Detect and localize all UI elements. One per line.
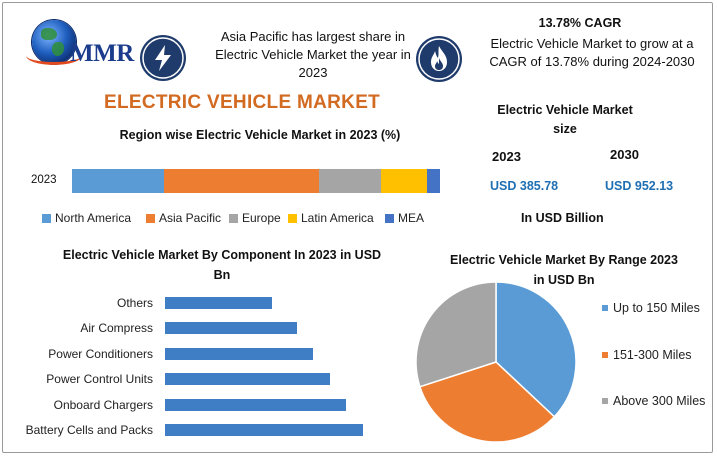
legend-swatch: [229, 214, 238, 223]
component-bar-label: Onboard Chargers: [53, 397, 153, 412]
region-bar-segment-north-america: [72, 169, 164, 193]
cagr-statement: Electric Vehicle Market to grow at a CAG…: [489, 36, 695, 69]
region-bar-segment-europe: [318, 169, 382, 193]
legend-item: Europe: [229, 211, 281, 225]
main-title: ELECTRIC VEHICLE MARKET: [104, 92, 381, 113]
legend-label: Latin America: [301, 211, 374, 225]
pie-legend-swatch: [602, 305, 608, 311]
component-chart-title: Electric Vehicle Market By Component In …: [62, 248, 382, 282]
pie-legend-item: Above 300 Miles: [602, 393, 707, 410]
legend-swatch: [385, 214, 394, 223]
pie-legend-label: Above 300 Miles: [613, 394, 706, 408]
share-statement: Asia Pacific has largest share in Electr…: [215, 29, 411, 80]
component-bar: [165, 424, 363, 436]
component-bar: [165, 322, 297, 335]
globe-land-shape: [41, 28, 57, 40]
flame-icon: [416, 36, 462, 82]
legend-item: North America: [42, 211, 131, 225]
market-size-year-2023: 2023: [492, 149, 521, 164]
range-chart-title: Electric Vehicle Market By Range 2023 in…: [450, 253, 678, 287]
component-bar-label: Air Compress: [80, 321, 153, 336]
range-pie-chart: [415, 281, 577, 443]
region-chart-category-label: 2023: [31, 174, 57, 186]
pie-legend-item: Up to 150 Miles: [602, 300, 707, 317]
pie-slice: [495, 281, 577, 418]
legend-label: Asia Pacific: [159, 211, 222, 225]
market-size-year-2030: 2030: [610, 147, 639, 162]
legend-label: Europe: [242, 211, 281, 225]
market-size-value-2030: USD 952.13: [605, 179, 674, 193]
lightning-bolt-icon: [140, 35, 186, 81]
infographic-frame: [2, 2, 713, 453]
pie-legend-swatch: [602, 352, 608, 358]
market-size-value-2023: USD 385.78: [490, 179, 559, 193]
pie-legend-item: 151-300 Miles: [602, 347, 707, 364]
pie-legend-label: Up to 150 Miles: [613, 301, 700, 315]
pie-legend-label: 151-300 Miles: [613, 348, 692, 362]
pie-legend-swatch: [602, 398, 608, 404]
component-bar: [165, 373, 330, 386]
component-bar-label: Power Control Units: [46, 372, 153, 387]
component-bar: [165, 398, 346, 411]
legend-item: MEA: [385, 211, 424, 225]
legend-label: North America: [55, 211, 132, 225]
market-size-unit: In USD Billion: [521, 211, 604, 225]
legend-swatch: [288, 214, 297, 223]
brand-logo-text: MMR: [70, 40, 134, 67]
pie-slice: [418, 361, 556, 443]
logo-swoosh: [26, 46, 82, 65]
legend-item: Latin America: [288, 211, 374, 225]
region-bar-segment-mea: [427, 169, 440, 193]
cagr-title: 13.78% CAGR: [538, 16, 622, 30]
legend-swatch: [146, 214, 155, 223]
market-size-title: Electric Vehicle Market size: [497, 103, 633, 136]
region-chart-title: Region wise Electric Vehicle Market in 2…: [119, 128, 401, 142]
component-bar: [165, 297, 272, 309]
component-bar-label: Others: [116, 296, 153, 310]
legend-item: Asia Pacific: [146, 211, 221, 225]
component-bar: [165, 347, 313, 360]
legend-swatch: [42, 214, 51, 223]
region-stacked-bar: [72, 169, 440, 193]
region-bar-segment-asia-pacific: [164, 169, 319, 193]
component-bar-label: Battery Cells and Packs: [25, 423, 153, 437]
legend-label: MEA: [398, 211, 425, 225]
region-bar-segment-latin-america: [381, 169, 428, 193]
component-bar-label: Power Conditioners: [48, 346, 153, 361]
pie-slice: [415, 281, 497, 388]
